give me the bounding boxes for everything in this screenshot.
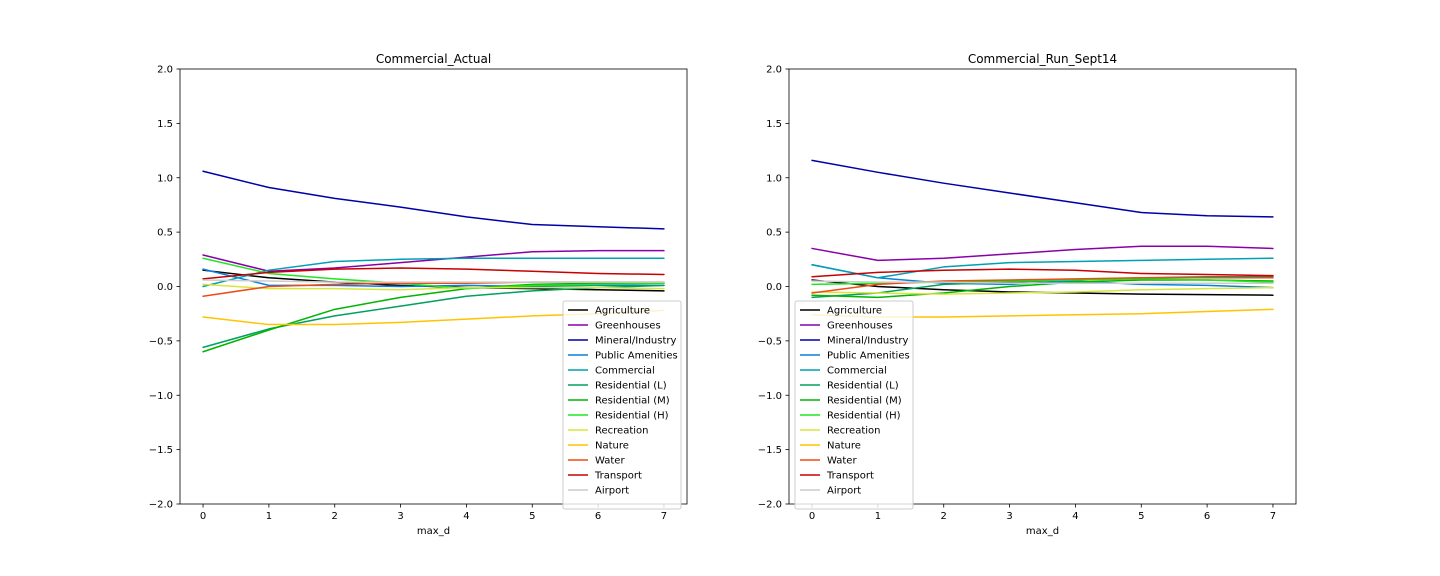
series-line-airport bbox=[811, 280, 1274, 284]
series-line-residential-h bbox=[202, 257, 665, 290]
legend-label: Residential (H) bbox=[595, 411, 669, 422]
x-tick-label: 1 bbox=[266, 511, 272, 522]
legend-box bbox=[562, 300, 682, 510]
x-tick-label: 7 bbox=[661, 511, 667, 522]
y-tick-label: −1.5 bbox=[758, 445, 782, 456]
series-line-mineral-industry bbox=[811, 159, 1274, 218]
x-tick-label: 6 bbox=[1204, 511, 1210, 522]
chart-title: Commercial_Actual bbox=[376, 52, 491, 66]
legend-label: Water bbox=[595, 456, 625, 467]
legend-label: Mineral/Industry bbox=[595, 336, 676, 347]
legend-label: Residential (H) bbox=[827, 411, 901, 422]
legend-label: Residential (M) bbox=[827, 396, 902, 407]
legend-label: Agriculture bbox=[827, 306, 882, 317]
x-tick-label: 1 bbox=[875, 511, 881, 522]
legend-label: Nature bbox=[595, 441, 629, 452]
legend-box bbox=[794, 300, 914, 510]
x-tick-label: 5 bbox=[1138, 511, 1144, 522]
legend-label: Transport bbox=[594, 471, 642, 482]
series-line-recreation bbox=[811, 286, 1274, 295]
x-tick-label: 5 bbox=[529, 511, 535, 522]
legend-label: Airport bbox=[827, 486, 861, 497]
legend-label: Transport bbox=[826, 471, 874, 482]
legend-label: Residential (L) bbox=[595, 381, 667, 392]
y-tick-label: 1.5 bbox=[157, 119, 173, 130]
series-line-commercial bbox=[202, 257, 665, 288]
x-tick-label: 0 bbox=[200, 511, 206, 522]
series-line-transport bbox=[811, 268, 1274, 278]
series-line-residential-m bbox=[202, 282, 665, 353]
x-tick-label: 2 bbox=[941, 511, 947, 522]
legend-label: Mineral/Industry bbox=[827, 336, 908, 347]
series-line-greenhouses bbox=[811, 245, 1274, 262]
legend-label: Residential (M) bbox=[595, 396, 670, 407]
y-tick-label: −0.5 bbox=[758, 336, 782, 347]
y-tick-label: −1.0 bbox=[149, 391, 173, 402]
legend: Agriculture Greenhouses Mineral/Industry Pu… bbox=[794, 300, 914, 510]
chart-title: Commercial_Run_Sept14 bbox=[968, 52, 1117, 66]
y-tick-label: −2.0 bbox=[149, 500, 173, 511]
legend-label: Airport bbox=[595, 486, 629, 497]
series-line-transport bbox=[202, 267, 665, 280]
y-tick-label: −1.0 bbox=[758, 391, 782, 402]
x-axis-label: max_d bbox=[417, 526, 450, 537]
legend-label: Public Amenities bbox=[595, 351, 678, 362]
y-tick-label: 0.5 bbox=[766, 228, 782, 239]
legend-label: Greenhouses bbox=[827, 321, 893, 332]
y-tick-label: 0.0 bbox=[157, 282, 173, 293]
series-line-recreation bbox=[202, 283, 665, 291]
y-tick-label: −2.0 bbox=[758, 500, 782, 511]
y-tick-label: 2.0 bbox=[157, 65, 173, 76]
legend-label: Recreation bbox=[827, 426, 880, 437]
x-tick-label: 2 bbox=[332, 511, 338, 522]
series-line-commercial bbox=[811, 257, 1274, 279]
legend-label: Nature bbox=[827, 441, 861, 452]
series-line-mineral-industry bbox=[202, 170, 665, 230]
x-tick-label: 0 bbox=[809, 511, 815, 522]
legend-label: Agriculture bbox=[595, 306, 650, 317]
x-tick-label: 6 bbox=[595, 511, 601, 522]
y-tick-label: 1.5 bbox=[766, 119, 782, 130]
legend-label: Recreation bbox=[595, 426, 648, 437]
legend-label: Commercial bbox=[595, 366, 655, 377]
y-tick-label: 2.0 bbox=[766, 65, 782, 76]
legend-label: Commercial bbox=[827, 366, 887, 377]
legend-label: Greenhouses bbox=[595, 321, 661, 332]
x-tick-label: 4 bbox=[1072, 511, 1078, 522]
x-axis-label: max_d bbox=[1026, 526, 1059, 537]
series-line-water bbox=[811, 277, 1274, 294]
legend: Agriculture Greenhouses Mineral/Industry Pu… bbox=[562, 300, 682, 510]
chart-panel-2: 0 1 2 3 4 5 6 7 −2.0 −1.5 −1.0 −0.5 0.0 0.5 1.0 1.5 2.0 C… bbox=[758, 52, 1297, 537]
legend-label: Residential (L) bbox=[827, 381, 899, 392]
y-tick-label: 0.0 bbox=[766, 282, 782, 293]
y-tick-label: −1.5 bbox=[149, 445, 173, 456]
y-tick-label: 1.0 bbox=[157, 173, 173, 184]
x-tick-label: 3 bbox=[1006, 511, 1012, 522]
y-tick-label: 0.5 bbox=[157, 228, 173, 239]
x-tick-label: 4 bbox=[463, 511, 469, 522]
series-line-greenhouses bbox=[202, 249, 665, 273]
x-tick-label: 7 bbox=[1270, 511, 1276, 522]
series-line-airport bbox=[202, 279, 665, 283]
x-tick-label: 3 bbox=[397, 511, 403, 522]
y-tick-label: −0.5 bbox=[149, 336, 173, 347]
legend-label: Public Amenities bbox=[827, 351, 910, 362]
chart-panel-1: 0 1 2 3 4 5 6 7 −2.0 −1.5 −1.0 −0.5 0.0 0.5 1.0 1.5 2.0 C… bbox=[149, 52, 688, 537]
y-tick-label: 1.0 bbox=[766, 173, 782, 184]
legend-label: Water bbox=[827, 456, 857, 467]
